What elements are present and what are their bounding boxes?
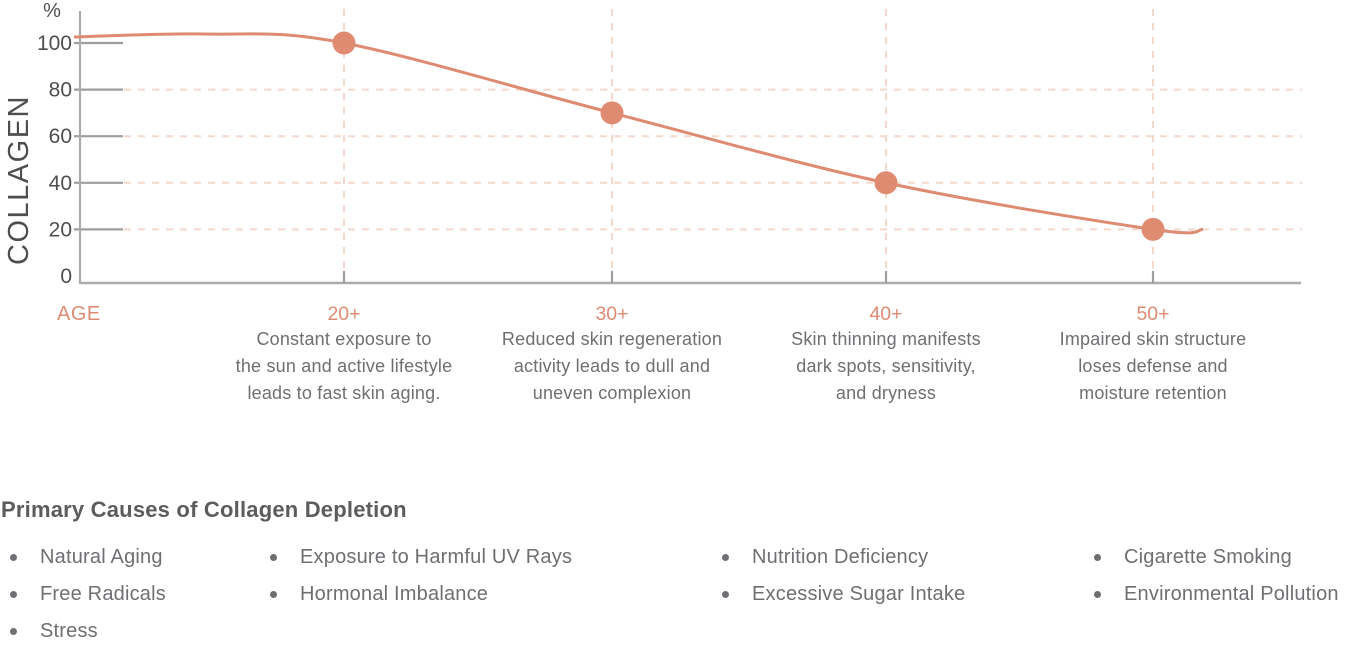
cause-label: Hormonal Imbalance xyxy=(300,582,489,605)
causes-column-4: Cigarette Smoking Environmental Pollution xyxy=(1094,546,1339,620)
cause-item: Natural Aging xyxy=(10,546,166,568)
cause-label: Excessive Sugar Intake xyxy=(752,582,966,605)
x-axis-title: AGE xyxy=(57,303,101,325)
causes-column-2: Exposure to Harmful UV Rays Hormonal Imba… xyxy=(270,546,572,620)
cause-label: Exposure to Harmful UV Rays xyxy=(300,545,573,568)
data-point-30+ xyxy=(600,101,624,125)
cause-item: Exposure to Harmful UV Rays xyxy=(270,546,572,568)
causes-column-3: Nutrition Deficiency Excessive Sugar Inta… xyxy=(722,546,965,620)
cause-label: Free Radicals xyxy=(40,582,166,605)
cause-item: Free Radicals xyxy=(10,583,166,605)
percent-unit-label: % xyxy=(43,0,61,22)
cause-label: Natural Aging xyxy=(40,545,163,568)
cause-label: Environmental Pollution xyxy=(1124,582,1339,605)
bullet-icon xyxy=(722,590,729,598)
cause-label: Cigarette Smoking xyxy=(1124,545,1292,568)
age-description-line: the sun and active lifestyle xyxy=(236,356,453,376)
bullet-icon xyxy=(270,590,277,598)
bullet-icon xyxy=(10,627,17,635)
age-description-line: Reduced skin regeneration xyxy=(502,329,722,349)
age-label-30+: 30+ xyxy=(595,303,628,325)
age-label-20+: 20+ xyxy=(327,303,360,325)
y-tick-label: 0 xyxy=(60,265,72,288)
y-tick-label: 100 xyxy=(37,32,72,55)
bullet-icon xyxy=(722,553,729,561)
cause-label: Stress xyxy=(40,619,98,642)
bullet-icon xyxy=(10,553,17,561)
y-tick-label: 20 xyxy=(49,218,72,241)
age-description-line: Constant exposure to xyxy=(256,329,431,349)
collagen-curve xyxy=(73,32,1204,235)
age-description-line: dark spots, sensitivity, xyxy=(796,356,976,376)
causes-heading: Primary Causes of Collagen Depletion xyxy=(1,497,407,522)
age-description-line: activity leads to dull and xyxy=(514,356,710,376)
data-point-40+ xyxy=(874,171,898,195)
collagen-decline-chart: 0 20 40 60 80 100% COLLAGEN AGE 20+ 30+ 40+ 50+ Cons… xyxy=(3,0,1302,403)
age-description-line: uneven complexion xyxy=(533,383,692,403)
cause-item: Environmental Pollution xyxy=(1094,583,1339,605)
age-description-line: leads to fast skin aging. xyxy=(247,383,440,403)
collagen-infographic: 0 20 40 60 80 100% COLLAGEN AGE 20+ 30+ 40+ 50+ Cons… xyxy=(1,0,1339,642)
cause-label: Nutrition Deficiency xyxy=(752,545,929,568)
y-tick-label: 40 xyxy=(49,172,72,195)
data-point-20+ xyxy=(332,31,356,55)
bullet-icon xyxy=(1094,553,1101,561)
bullet-icon xyxy=(1094,590,1101,598)
data-point-50+ xyxy=(1141,217,1165,241)
cause-item: Excessive Sugar Intake xyxy=(722,583,965,605)
age-description-line: and dryness xyxy=(836,383,936,403)
age-description-line: Skin thinning manifests xyxy=(791,329,981,349)
age-description-line: moisture retention xyxy=(1079,383,1227,403)
age-label-50+: 50+ xyxy=(1136,303,1169,325)
causes-column-1: Natural Aging Free Radicals Stress xyxy=(10,546,166,657)
y-tick-label: 60 xyxy=(49,125,72,148)
y-axis-title: COLLAGEN xyxy=(3,95,35,265)
cause-item: Stress xyxy=(10,620,166,642)
cause-item: Nutrition Deficiency xyxy=(722,546,965,568)
bullet-icon xyxy=(10,590,17,598)
cause-item: Cigarette Smoking xyxy=(1094,546,1339,568)
age-description-line: Impaired skin structure xyxy=(1060,329,1247,349)
age-label-40+: 40+ xyxy=(869,303,902,325)
bullet-icon xyxy=(270,553,277,561)
cause-item: Hormonal Imbalance xyxy=(270,583,572,605)
y-tick-label: 80 xyxy=(49,79,72,102)
age-description-line: loses defense and xyxy=(1078,356,1228,376)
